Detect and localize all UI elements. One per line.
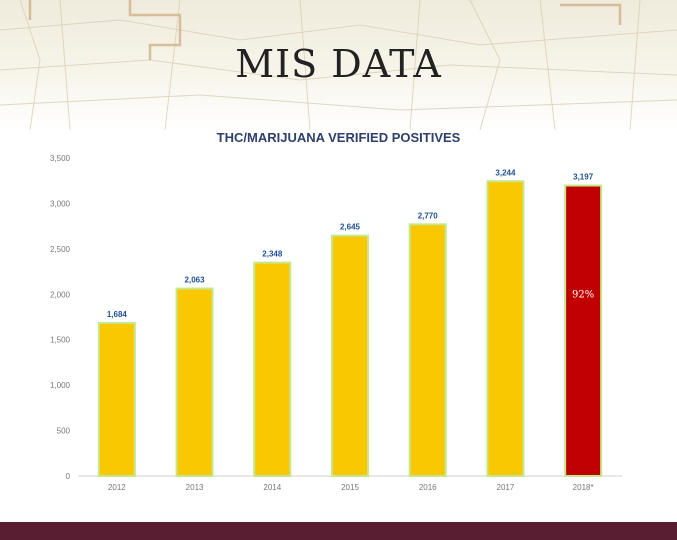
y-tick-label: 3,000: [50, 199, 71, 208]
data-label: 2,770: [418, 211, 439, 220]
bar: [175, 287, 214, 477]
map-background: [0, 0, 677, 130]
bar: [564, 184, 603, 477]
data-label: 3,244: [495, 168, 516, 177]
x-tick-label: 2015: [341, 483, 359, 492]
x-tick-label: 2013: [186, 483, 204, 492]
bar: [253, 261, 292, 477]
bar: [331, 234, 369, 477]
bar: [408, 223, 447, 477]
data-label: 2,645: [340, 223, 361, 232]
bar: [486, 180, 525, 477]
data-label: 1,684: [107, 310, 128, 319]
slide-title: MIS DATA: [235, 42, 442, 86]
y-tick-label: 2,500: [50, 245, 71, 254]
data-label: 3,197: [573, 173, 594, 182]
x-tick-label: 2012: [108, 483, 126, 492]
x-tick-label: 2017: [497, 483, 515, 492]
bar-annotation: 92%: [572, 289, 594, 300]
y-tick-label: 0: [66, 472, 71, 481]
map-streets-decoration: [0, 0, 677, 130]
bar: [97, 321, 136, 478]
bottom-bar: [0, 522, 677, 540]
data-label: 2,063: [185, 276, 206, 285]
data-label: 2,348: [262, 250, 283, 259]
x-tick-label: 2018*: [573, 483, 594, 492]
y-tick-label: 1,500: [50, 336, 71, 345]
y-tick-label: 500: [57, 427, 71, 436]
y-tick-label: 2,000: [50, 290, 71, 299]
x-tick-label: 2014: [263, 483, 281, 492]
chart-title: THC/MARIJUANA VERIFIED POSITIVES: [216, 130, 461, 145]
y-tick-label: 1,000: [50, 381, 71, 390]
y-tick-label: 3,500: [50, 154, 71, 163]
x-tick-label: 2016: [419, 483, 437, 492]
